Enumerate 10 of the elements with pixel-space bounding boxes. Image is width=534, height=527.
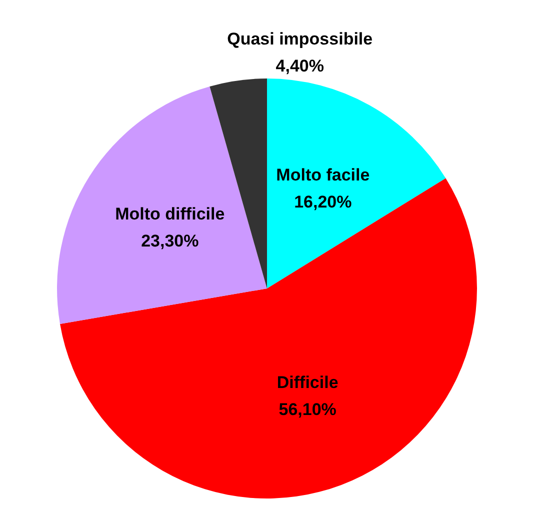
- data-label: 16,20%: [294, 192, 352, 212]
- data-label: 56,10%: [278, 400, 336, 419]
- data-label: 23,30%: [141, 231, 199, 250]
- slice-label: Molto facile: [276, 165, 370, 184]
- pie-slice: [267, 78, 446, 288]
- data-label: 4,40%: [276, 56, 324, 76]
- slice-label: Difficile: [276, 372, 338, 392]
- pie-slice: [57, 86, 267, 324]
- slice-label: Quasi impossibile: [227, 29, 373, 48]
- slice-label: Molto difficile: [115, 204, 225, 224]
